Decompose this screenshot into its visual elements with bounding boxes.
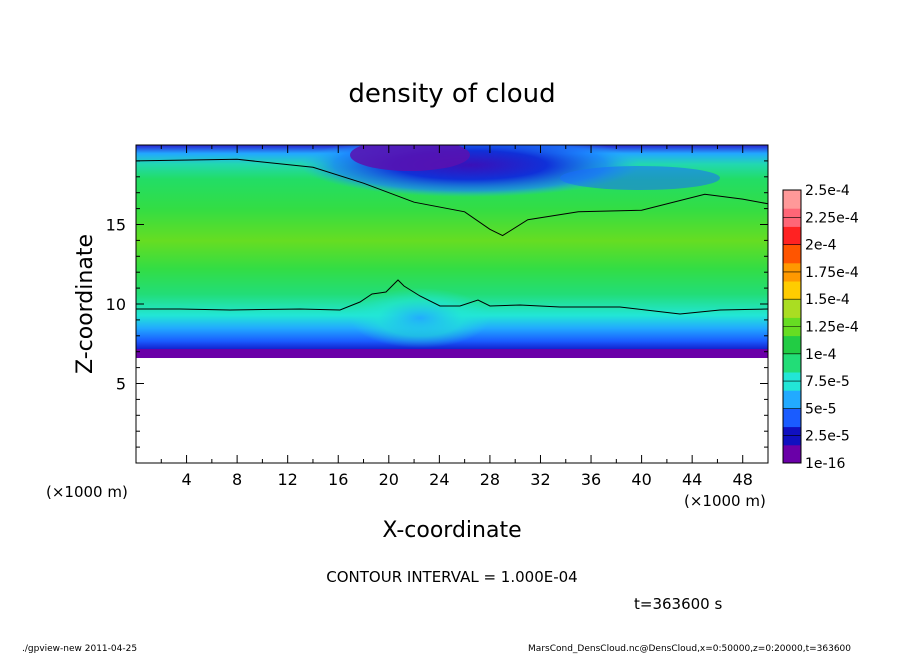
x-tick-label: 24 [429,470,449,489]
colorbar-label: 1.25e-4 [805,320,859,336]
colorbar-swatch [783,390,801,409]
colorbar-swatch [783,190,801,209]
x-unit-label-left: (×1000 m) [46,483,128,501]
x-tick-label: 32 [530,470,550,489]
y-tick-label: 5 [116,375,126,394]
colorbar: 1e-16 2.5e-5 5e-5 7.5e-5 1e-4 1.25e-4 1.5e-4 1.… [782,183,859,472]
cloud-free-zone [136,358,768,463]
colorbar-swatch [783,444,801,464]
y-tick-label: 10 [106,295,126,314]
colorbar-label: 1e-16 [805,456,845,472]
upper-depletion-blob [300,145,640,197]
colorbar-label: 2.5e-5 [805,429,850,445]
colorbar-swatch [783,408,801,428]
contour-line-1e-4 [136,158,768,237]
contour-interval-text: CONTOUR INTERVAL = 1.000E-04 [326,568,577,586]
x-tick-label: 40 [631,470,651,489]
colorbar-label: 2e-4 [805,238,837,254]
colorbar-label: 5e-5 [805,401,836,417]
x-tick-label: 4 [181,470,191,489]
x-tick-label: 16 [328,470,348,489]
x-tick-label: 8 [232,470,242,489]
x-tick-label: 48 [733,470,753,489]
y-axis-label: Z-coordinate [73,234,98,374]
colorbar-label: 2.25e-4 [805,210,859,226]
colorbar-swatch [783,281,801,300]
colorbar-label: 1.5e-4 [805,292,850,308]
x-axis-label: X-coordinate [382,518,521,543]
colorbar-swatch [783,244,801,264]
y-tick-label: 15 [106,216,126,235]
colorbar-swatch [783,299,801,318]
chart-title: density of cloud [348,79,555,109]
x-tick-label: 20 [379,470,399,489]
colorbar-label: 1.75e-4 [805,265,859,281]
plot-area [136,145,768,463]
time-text: t=363600 s [634,595,722,613]
upper-depletion-core [350,145,470,171]
right-blue-tongue [560,166,720,190]
central-dip [350,288,490,348]
contour-line-lower [136,279,768,315]
y-axis: 5 10 15 [106,160,768,448]
footer-left: ./gpview-new 2011-04-25 [22,644,137,654]
cloud-base-band [136,349,768,359]
colorbar-label: 7.5e-5 [805,374,850,390]
footer-right: MarsCond_DensCloud.nc@DensCloud,x=0:5000… [528,644,851,654]
colorbar-label: 1e-4 [805,347,837,363]
x-unit-label-right: (×1000 m) [684,492,766,510]
colorbar-swatch [783,353,801,373]
x-tick-label: 44 [682,470,702,489]
colorbar-swatch [783,335,801,355]
colorbar-swatch [783,226,801,246]
x-axis: 4 8 12 16 20 24 28 32 36 40 44 48 [160,145,753,489]
x-tick-label: 12 [278,470,298,489]
colorbar-label: 2.5e-4 [805,183,850,199]
x-tick-label: 28 [480,470,500,489]
x-tick-label: 36 [581,470,601,489]
